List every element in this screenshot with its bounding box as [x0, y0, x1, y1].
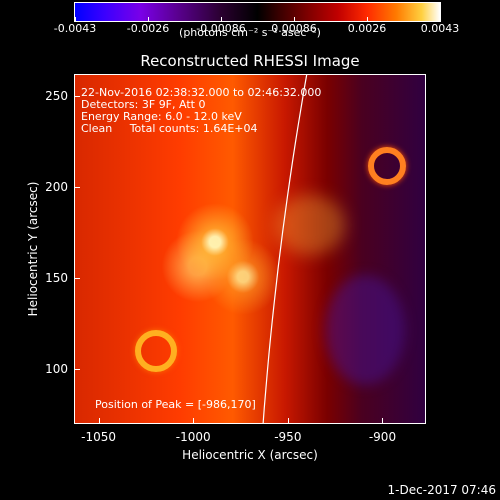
annotation-peak: Position of Peak = [-986,170] — [95, 398, 256, 411]
ring-artifact-left — [135, 330, 177, 372]
annotation-time: 22-Nov-2016 02:38:32.000 to 02:46:32.000 — [81, 86, 322, 99]
colorbar — [74, 2, 441, 22]
y-tick-label: 200 — [45, 180, 68, 195]
x-tick-label: -1000 — [175, 430, 211, 444]
y-axis-label: Heliocentric Y (arcsec) — [26, 181, 40, 317]
negative-region — [325, 275, 405, 385]
solar-limb-line — [262, 75, 308, 423]
colorbar-units-label: (photons cm⁻² s⁻¹ asec⁻²) — [179, 26, 321, 39]
colorbar-tick-label: -0.0043 — [53, 22, 97, 35]
y-tick-mark — [74, 369, 80, 371]
y-tick-mark — [74, 95, 80, 97]
x-tick-mark — [193, 418, 195, 424]
colorbar-tick-label: 0.0043 — [420, 22, 460, 35]
annotation-detectors: Detectors: 3F 9F, Att 0 — [81, 98, 206, 111]
colorbar-tick-mark — [221, 17, 222, 21]
x-tick-label: -900 — [368, 430, 397, 444]
x-tick-mark — [98, 418, 100, 424]
colorbar-tick-mark — [367, 17, 368, 21]
x-tick-mark — [382, 418, 384, 424]
colorbar-tick-mark — [75, 17, 76, 21]
y-tick-label: 250 — [45, 88, 68, 103]
ring-artifact-right — [368, 147, 406, 185]
heatmap-image: 22-Nov-2016 02:38:32.000 to 02:46:32.000… — [74, 74, 426, 424]
x-tick-label: -1050 — [81, 430, 117, 444]
colorbar-tick-label: 0.00086 — [271, 22, 317, 35]
limb-line-layer — [262, 75, 308, 423]
y-tick-label: 100 — [45, 362, 68, 377]
x-tick-mark — [287, 418, 289, 424]
footer-timestamp: 1-Dec-2017 07:46 — [387, 483, 496, 497]
x-axis-label: Heliocentric X (arcsec) — [182, 448, 318, 462]
annotation-counts: Clean Total counts: 1.64E+04 — [81, 122, 258, 135]
colorbar-tick-label: 0.0026 — [347, 22, 387, 35]
colorbar-tick-mark — [440, 17, 441, 21]
annotation-energy: Energy Range: 6.0 - 12.0 keV — [81, 110, 242, 123]
colorbar-tick-mark — [294, 17, 295, 21]
chart-title: Reconstructed RHESSI Image — [140, 52, 360, 70]
colorbar-tick-mark — [148, 17, 149, 21]
colorbar-tick-label: -0.0026 — [126, 22, 170, 35]
y-tick-label: 150 — [45, 271, 68, 286]
y-tick-mark — [74, 187, 80, 189]
colorbar-tick-label: -0.00086 — [196, 22, 246, 35]
x-tick-label: -950 — [274, 430, 302, 444]
y-tick-mark — [74, 278, 80, 280]
